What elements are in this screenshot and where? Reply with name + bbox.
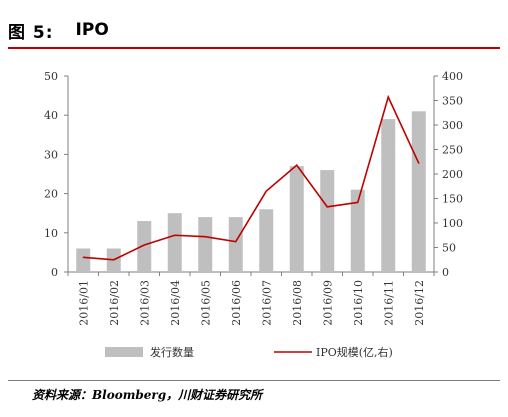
right-tick-label: 300 bbox=[442, 119, 463, 132]
right-tick-label: 200 bbox=[442, 168, 463, 181]
left-tick-label: 20 bbox=[44, 188, 58, 201]
right-tick-label: 100 bbox=[442, 217, 463, 230]
line-point bbox=[296, 164, 298, 166]
line-point bbox=[204, 236, 206, 238]
line-point bbox=[387, 96, 389, 98]
right-tick-label: 150 bbox=[442, 193, 463, 206]
bar bbox=[259, 209, 274, 272]
left-tick-label: 40 bbox=[44, 109, 58, 122]
line-point bbox=[265, 190, 267, 192]
bar bbox=[289, 166, 304, 272]
left-tick-label: 0 bbox=[51, 266, 58, 279]
left-tick-label: 50 bbox=[44, 70, 58, 83]
left-tick-label: 10 bbox=[44, 227, 58, 240]
bar bbox=[198, 217, 213, 272]
right-tick-label: 350 bbox=[442, 95, 463, 108]
line-point bbox=[357, 201, 359, 204]
source-note: 资料来源：Bloomberg，川财证券研究所 bbox=[32, 388, 263, 402]
x-tick-label: 2016/06 bbox=[230, 280, 243, 326]
x-tick-label: 2016/12 bbox=[413, 280, 426, 326]
legend-bar-label: 发行数量 bbox=[150, 345, 194, 359]
line-point bbox=[174, 234, 176, 236]
bar bbox=[137, 221, 152, 272]
line-point bbox=[326, 206, 328, 208]
bar bbox=[167, 213, 182, 272]
bar bbox=[76, 248, 91, 272]
right-tick-label: 0 bbox=[442, 266, 449, 279]
right-tick-label: 400 bbox=[442, 70, 463, 83]
x-tick-label: 2016/01 bbox=[77, 280, 90, 326]
bar bbox=[320, 170, 335, 272]
x-tick-label: 2016/10 bbox=[352, 280, 365, 326]
bar bbox=[350, 189, 365, 272]
line-point bbox=[113, 259, 115, 261]
x-tick-label: 2016/09 bbox=[321, 280, 334, 326]
legend-bar-swatch bbox=[105, 347, 143, 357]
header-rule bbox=[8, 47, 500, 49]
right-tick-label: 250 bbox=[442, 144, 463, 157]
x-tick-label: 2016/02 bbox=[108, 280, 121, 326]
bar bbox=[381, 119, 396, 273]
footer-rule bbox=[8, 380, 500, 381]
x-tick-label: 2016/07 bbox=[260, 280, 273, 326]
right-tick-label: 50 bbox=[442, 242, 456, 255]
line-point bbox=[143, 244, 145, 246]
line-series bbox=[83, 94, 420, 261]
x-tick-label: 2016/03 bbox=[138, 280, 151, 326]
x-tick-label: 2016/04 bbox=[169, 280, 182, 326]
left-tick-label: 30 bbox=[44, 148, 58, 161]
figure-number: 图 5: bbox=[8, 22, 54, 43]
figure-header: 图 5: IPO bbox=[8, 16, 109, 44]
line-point bbox=[235, 241, 237, 243]
line-point bbox=[418, 162, 420, 164]
line-point bbox=[82, 256, 84, 258]
bar bbox=[228, 217, 243, 272]
legend-line-label: IPO规模(亿,右) bbox=[316, 345, 393, 359]
x-tick-label: 2016/08 bbox=[291, 280, 304, 326]
bar bbox=[411, 111, 426, 272]
x-tick-label: 2016/05 bbox=[199, 280, 212, 326]
x-tick-label: 2016/11 bbox=[382, 280, 395, 326]
figure-title: IPO bbox=[75, 20, 109, 40]
